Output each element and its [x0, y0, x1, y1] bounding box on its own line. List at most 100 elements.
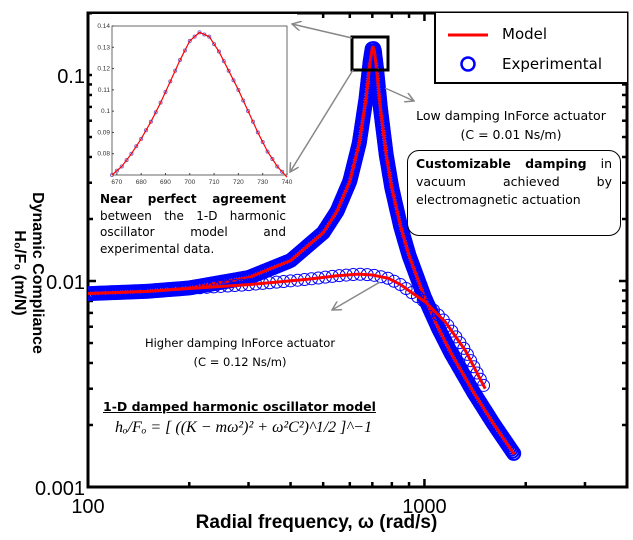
inset-model-line — [111, 31, 288, 178]
experimental-point-high — [473, 372, 487, 386]
experimental-point-low — [506, 445, 522, 461]
arrow-low-damping — [384, 87, 414, 101]
y-axis-label-line1: Dynamic Compliance — [29, 192, 46, 354]
inset-experimental-point — [212, 42, 217, 47]
customizable-damping-box: Customizable damping in vacuum achieved … — [407, 150, 621, 236]
experimental-point-high — [460, 347, 474, 361]
inset-y-tick-label: 0.1 — [101, 108, 110, 115]
inset-experimental-point — [207, 34, 212, 39]
inset-experimental-point — [153, 110, 158, 115]
inset-experimental-point — [173, 68, 178, 73]
inset-frame — [111, 25, 288, 176]
inset-x-tick-label: 710 — [209, 179, 220, 186]
inset-y-tick-label: 0.12 — [97, 66, 110, 73]
inset-experimental-point — [158, 100, 163, 105]
low-damping-annotation: Low damping InForce actuator (C = 0.01 Ns… — [396, 106, 626, 144]
inset-experimental-point — [192, 34, 197, 39]
inset-x-tick-label: 700 — [184, 179, 195, 186]
high-damping-line2: (C = 0.12 Ns/m) — [193, 355, 287, 369]
x-axis-label: Radial frequency, ω (rad/s) — [195, 512, 438, 533]
high-damping-annotation: Higher damping InForce actuator (C = 0.12… — [110, 334, 370, 372]
inset-x-tick-label: 670 — [111, 179, 122, 186]
inset-experimental-point — [275, 164, 280, 169]
inset-experimental-point — [236, 87, 241, 92]
legend: Model Experimental — [434, 13, 627, 84]
arrow-high-damping — [332, 281, 381, 310]
experimental-point-high — [477, 378, 491, 392]
inset-experimental-point — [216, 49, 221, 54]
inset-experimental-point — [202, 32, 207, 37]
plot-frame — [86, 11, 629, 489]
experimental-point-high — [464, 354, 478, 368]
high-damping-line1: Higher damping InForce actuator — [144, 336, 336, 350]
inset-x-tick-label: 740 — [282, 179, 293, 186]
inset-x-tick-label: 690 — [160, 179, 171, 186]
inset-y-tick-label: 0.14 — [97, 23, 110, 30]
inset-experimental-point — [226, 68, 231, 73]
y-axis-label: Dynamic Compliance H₀/F₀ (m/N) — [10, 163, 46, 383]
inset-experimental-point — [148, 119, 153, 124]
inset-background — [92, 14, 297, 192]
experimental-point-high — [387, 274, 401, 288]
inset-experimental-point — [260, 140, 265, 145]
inset-y-tick-label: 0.08 — [97, 151, 110, 158]
agreement-annotation: Near perfect agreement between the 1-D h… — [100, 191, 286, 257]
inset-experimental-point — [280, 169, 285, 174]
inset-experimental-point — [134, 144, 139, 149]
inset-experimental-point — [231, 78, 236, 83]
inset-y-tick-label: 0.11 — [98, 87, 111, 94]
experimental-point-high — [431, 308, 445, 322]
inset-experimental-point — [250, 119, 255, 124]
inset-experimental-point — [246, 109, 251, 114]
x-tick-label: 1000 — [402, 496, 447, 518]
inset-x-tick-label: 720 — [233, 179, 244, 186]
inset-experimental-point — [197, 30, 202, 35]
inset-experimental-point — [119, 164, 124, 169]
agreement-bold: Near perfect agreement — [100, 192, 286, 206]
low-damping-line2: (C = 0.01 Ns/m) — [460, 127, 562, 142]
inset-experimental-point — [168, 79, 173, 84]
inset-experimental-point — [255, 130, 260, 135]
legend-model-label: Model — [502, 25, 548, 43]
custom-bold: Customizable damping — [416, 156, 587, 171]
y-tick-label: 0.1 — [57, 66, 85, 88]
legend-experimental-label: Experimental — [502, 55, 603, 73]
y-axis-label-line2: H₀/F₀ (m/N) — [11, 230, 28, 316]
zoom-box — [350, 35, 390, 72]
inset-experimental-point — [163, 89, 168, 94]
inset-experimental-point — [178, 58, 183, 63]
inset-experimental-point — [129, 151, 134, 156]
inset-experimental-point — [182, 48, 187, 53]
inset-plot: 670 680 690 700 710 720 730 740 0.08 0.09 0.1 0.11 0… — [92, 14, 297, 192]
experimental-point-low — [504, 443, 520, 459]
formula-title: 1-D damped harmonic oscillator model — [103, 399, 376, 414]
model-line-low — [88, 45, 516, 456]
inset-experimental-point — [114, 168, 119, 173]
experimental-point-high — [422, 298, 436, 312]
experimental-point-high — [457, 341, 471, 355]
inset-experimental-point — [241, 98, 246, 103]
inset-y-tick-label: 0.09 — [97, 129, 110, 136]
low-damping-line1: Low damping InForce actuator — [416, 108, 606, 123]
legend-experimental-swatch — [460, 56, 476, 72]
inset-x-tick-label: 680 — [136, 179, 147, 186]
inset-x-tick-label: 730 — [257, 179, 268, 186]
formula: hₒ/Fₒ = [ ((K − mω²)² + ω²C²)^1/2 ]^−1 — [115, 419, 372, 436]
model-line-high — [88, 272, 487, 390]
series-layer — [88, 41, 522, 461]
inset-y-tick-label: 0.13 — [97, 44, 110, 51]
experimental-point-high — [470, 366, 484, 380]
inset-experimental-point — [270, 157, 275, 162]
inset-experimental-point — [221, 59, 226, 64]
arrow-to-inset-bottom — [290, 69, 354, 172]
agreement-text: between the 1-D harmonic oscillator mode… — [100, 208, 286, 256]
inset-experimental-point — [110, 172, 115, 177]
arrow-to-inset-top — [292, 24, 353, 39]
experimental-point-high — [416, 294, 430, 308]
experimental-point-high — [467, 360, 481, 374]
inset-experimental-point — [144, 128, 149, 133]
experimental-point-high — [426, 303, 440, 317]
inset-experimental-point — [124, 158, 129, 163]
y-tick-label: 0.01 — [46, 272, 85, 294]
